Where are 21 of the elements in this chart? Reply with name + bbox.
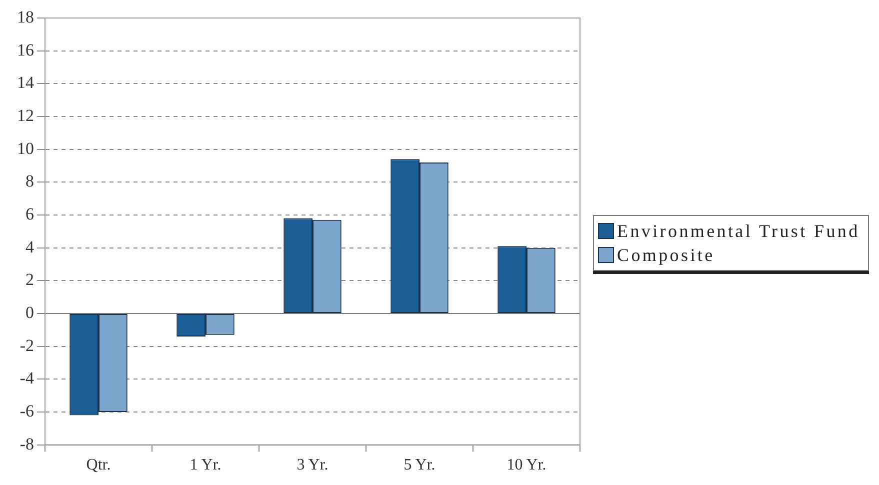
y-tick-label: 6 [26, 204, 34, 224]
y-tick-label: -8 [20, 434, 34, 454]
x-tick-label: 5 Yr. [404, 456, 436, 474]
legend-label: Environmental Trust Fund [617, 220, 860, 242]
legend-label: Composite [617, 244, 715, 266]
y-tick-label: -6 [20, 401, 34, 420]
y-tick-label: 8 [26, 172, 34, 191]
y-tick-label: -4 [20, 368, 34, 388]
x-tick-label: 1 Yr. [190, 456, 222, 474]
y-tick-label: 0 [26, 302, 34, 322]
y-tick-label: 18 [17, 7, 34, 26]
x-tick-label: 10 Yr. [506, 456, 546, 474]
y-tick-label: 14 [17, 73, 34, 92]
y-tick-label: 4 [26, 237, 34, 256]
y-tick-label: 10 [17, 138, 34, 158]
y-tick-label: 2 [26, 270, 34, 290]
x-tick-label: Qtr. [86, 456, 111, 474]
y-tick-label: 16 [17, 40, 34, 60]
y-tick-label: -2 [20, 336, 34, 355]
y-tick-label: 12 [17, 106, 34, 125]
x-tick-label: 3 Yr. [296, 456, 328, 474]
